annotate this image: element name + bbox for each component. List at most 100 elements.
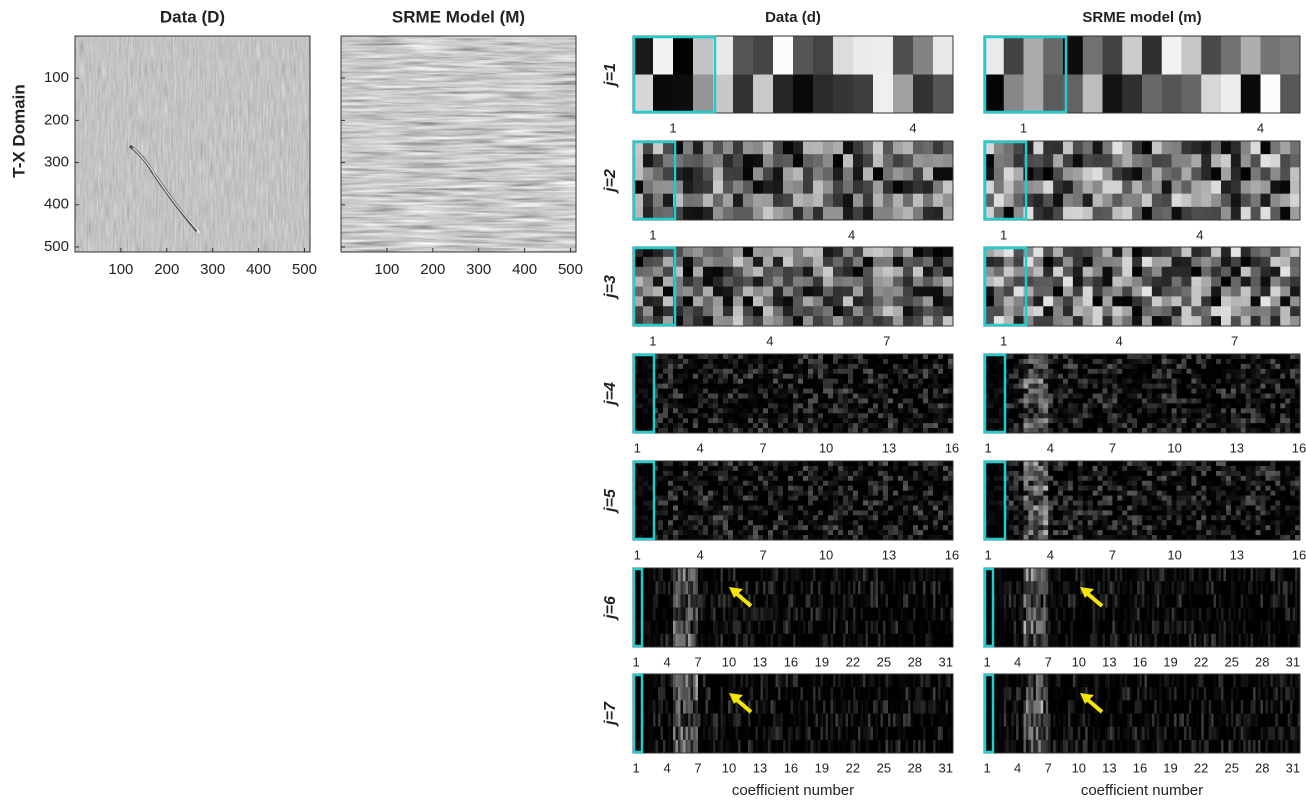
coefficient-cell: [651, 674, 654, 688]
coefficient-cell: [708, 740, 711, 754]
coefficient-cell: [778, 379, 783, 384]
coefficient-cell: [768, 608, 771, 622]
coefficient-cell: [1068, 413, 1073, 418]
coefficient-cell: [1043, 413, 1048, 418]
row-label: j=4: [602, 382, 619, 407]
coefficient-cell: [756, 727, 759, 741]
coefficient-cell: [683, 374, 688, 379]
coefficient-cell: [823, 510, 828, 515]
coefficient-cell: [923, 496, 928, 501]
coefficient-cell: [1043, 369, 1048, 374]
coefficient-cell: [893, 727, 896, 741]
coefficient-cell: [1014, 408, 1019, 413]
coefficient-cell: [1122, 75, 1142, 114]
coefficient-cell: [923, 287, 933, 297]
coefficient-cell: [643, 496, 648, 501]
coefficient-cell: [918, 505, 923, 510]
coefficient-cell: [773, 306, 783, 316]
coefficient-cell: [773, 714, 776, 728]
coefficient-cell: [663, 306, 673, 316]
coefficient-cell: [638, 505, 643, 510]
coefficient-cell: [636, 581, 639, 595]
x-tick-label: 1: [1000, 333, 1007, 348]
coefficient-cell: [703, 403, 708, 408]
coefficient-cell: [813, 306, 823, 316]
coefficient-cell: [1068, 374, 1073, 379]
coefficient-cell: [943, 740, 946, 754]
coefficient-cell: [1152, 167, 1162, 181]
coefficient-cell: [938, 687, 941, 701]
coefficient-cell: [813, 423, 818, 428]
coefficient-cell: [733, 207, 743, 221]
coefficient-cell: [943, 520, 948, 525]
coefficient-cell: [933, 687, 936, 701]
coefficient-cell: [908, 486, 913, 491]
coefficient-cell: [783, 471, 788, 476]
coefficient-cell: [798, 394, 803, 399]
coefficient-cell: [883, 481, 888, 486]
coefficient-cell: [798, 510, 803, 515]
coefficient-cell: [911, 594, 914, 608]
coefficient-cell: [928, 674, 931, 688]
coefficient-cell: [893, 296, 903, 306]
coefficient-cell: [918, 581, 921, 595]
coefficient-cell: [738, 496, 743, 501]
coefficient-cell: [688, 525, 693, 530]
coefficient-cell: [1053, 379, 1058, 384]
coefficient-cell: [643, 418, 648, 423]
coefficient-cell: [773, 389, 778, 394]
coefficient-cell: [858, 594, 861, 608]
coefficient-cell: [841, 700, 844, 714]
coefficient-cell: [651, 700, 654, 714]
coefficient-cell: [813, 621, 816, 635]
coefficient-cell: [798, 525, 803, 530]
coefficient-cell: [826, 727, 829, 741]
coefficient-cell: [1201, 247, 1211, 257]
coefficient-cell: [663, 418, 668, 423]
coefficient-cell: [708, 491, 713, 496]
coefficient-cell: [1083, 306, 1093, 316]
coefficient-cell: [1290, 194, 1300, 208]
coefficient-cell: [999, 369, 1004, 374]
coefficient-cell: [903, 510, 908, 515]
coefficient-cell: [948, 687, 951, 701]
coefficient-cell: [723, 466, 728, 471]
coefficient-cell: [1093, 194, 1103, 208]
coefficient-cell: [813, 287, 823, 297]
coefficient-cell: [1132, 277, 1142, 287]
coefficient-cell: [643, 181, 653, 195]
coefficient-cell: [1048, 364, 1053, 369]
coefficient-cell: [713, 423, 718, 428]
coefficient-cell: [856, 674, 859, 688]
coefficient-cell: [721, 634, 724, 648]
coefficient-cell: [938, 466, 943, 471]
coefficient-cell: [758, 515, 763, 520]
coefficient-cell: [836, 700, 839, 714]
coefficient-cell: [893, 154, 903, 168]
coefficient-cell: [868, 714, 871, 728]
coefficient-cell: [1078, 359, 1083, 364]
coefficient-cell: [878, 501, 883, 506]
coefficient-cell: [843, 530, 848, 535]
coefficient-cell: [683, 700, 686, 714]
coefficient-cell: [871, 687, 874, 701]
coefficient-cell: [701, 634, 704, 648]
coefficient-cell: [713, 486, 718, 491]
coefficient-cell: [908, 389, 913, 394]
coefficient-cell: [693, 384, 698, 389]
coefficient-cell: [871, 714, 874, 728]
coefficient-cell: [728, 466, 733, 471]
coefficient-cell: [931, 674, 934, 688]
coefficient-cell: [733, 740, 736, 754]
coefficient-cell: [686, 714, 689, 728]
coefficient-cell: [921, 621, 924, 635]
coefficient-cell: [758, 466, 763, 471]
coefficient-cell: [688, 408, 693, 413]
coefficient-cell: [713, 141, 723, 155]
coefficient-cell: [1241, 207, 1251, 221]
coefficient-cell: [888, 486, 893, 491]
coefficient-cell: [696, 634, 699, 648]
coefficient-cell: [873, 141, 883, 155]
coefficient-cell: [873, 496, 878, 501]
coefficient-cell: [688, 364, 693, 369]
